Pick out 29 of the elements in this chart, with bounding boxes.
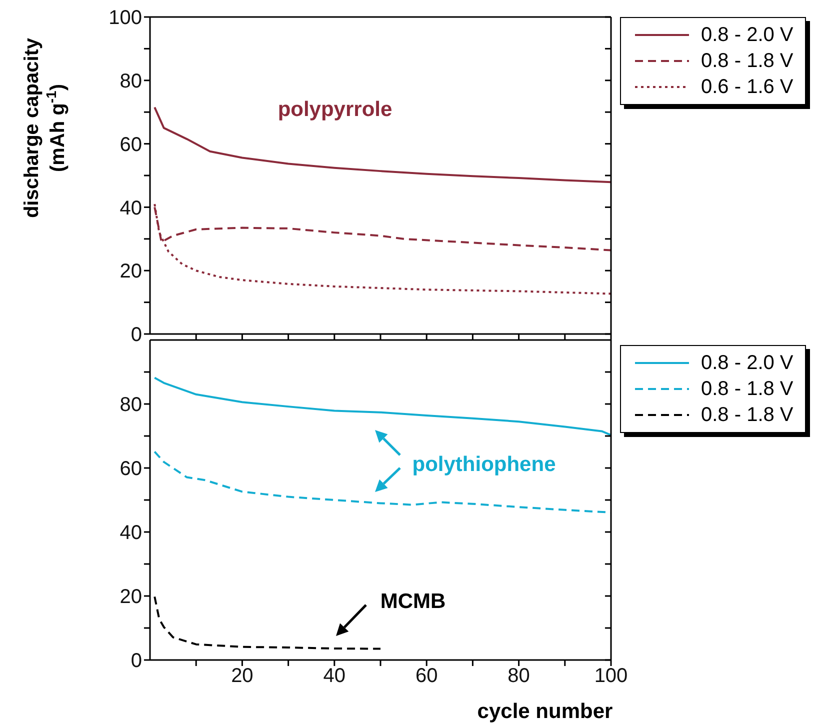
x-tick-label: 100 xyxy=(594,665,628,688)
annotation: polypyrrole xyxy=(278,98,392,121)
line-series xyxy=(154,596,382,650)
legend-label: 0.8 - 1.8 V xyxy=(701,50,794,72)
legend-label: 0.8 - 2.0 V xyxy=(701,24,794,46)
legend-label: 0.8 - 2.0 V xyxy=(701,352,794,374)
line-series xyxy=(154,203,611,295)
x-tick-label: 60 xyxy=(415,665,438,688)
legend-label: 0.6 - 1.6 V xyxy=(701,76,794,98)
y-tick-label: 0 xyxy=(130,324,142,346)
x-tick-label: 20 xyxy=(231,665,254,688)
y-tick-label: 60 xyxy=(120,134,142,156)
y-tick-label: 60 xyxy=(120,458,142,480)
y-tick-label: 20 xyxy=(120,586,142,608)
x-tick-label: 80 xyxy=(508,665,530,688)
y-tick-label: 100 xyxy=(108,7,142,30)
y-tick-label: 40 xyxy=(120,197,142,220)
x-tick-label: 40 xyxy=(323,665,346,688)
x-axis-title: cycle number xyxy=(477,700,613,723)
line-series xyxy=(154,376,611,436)
y-tick-label: 40 xyxy=(120,522,142,544)
y-tick-label: 80 xyxy=(120,394,142,416)
y-tick-label: 80 xyxy=(120,70,142,92)
legend-label: 0.8 - 1.8 V xyxy=(701,404,794,426)
y-tick-label: 20 xyxy=(120,260,142,283)
legend-label: 0.8 - 1.8 V xyxy=(701,378,794,400)
annotation: polythiophene xyxy=(412,453,556,476)
y-tick-label: 0 xyxy=(130,650,142,672)
annotation: MCMB xyxy=(380,590,446,613)
